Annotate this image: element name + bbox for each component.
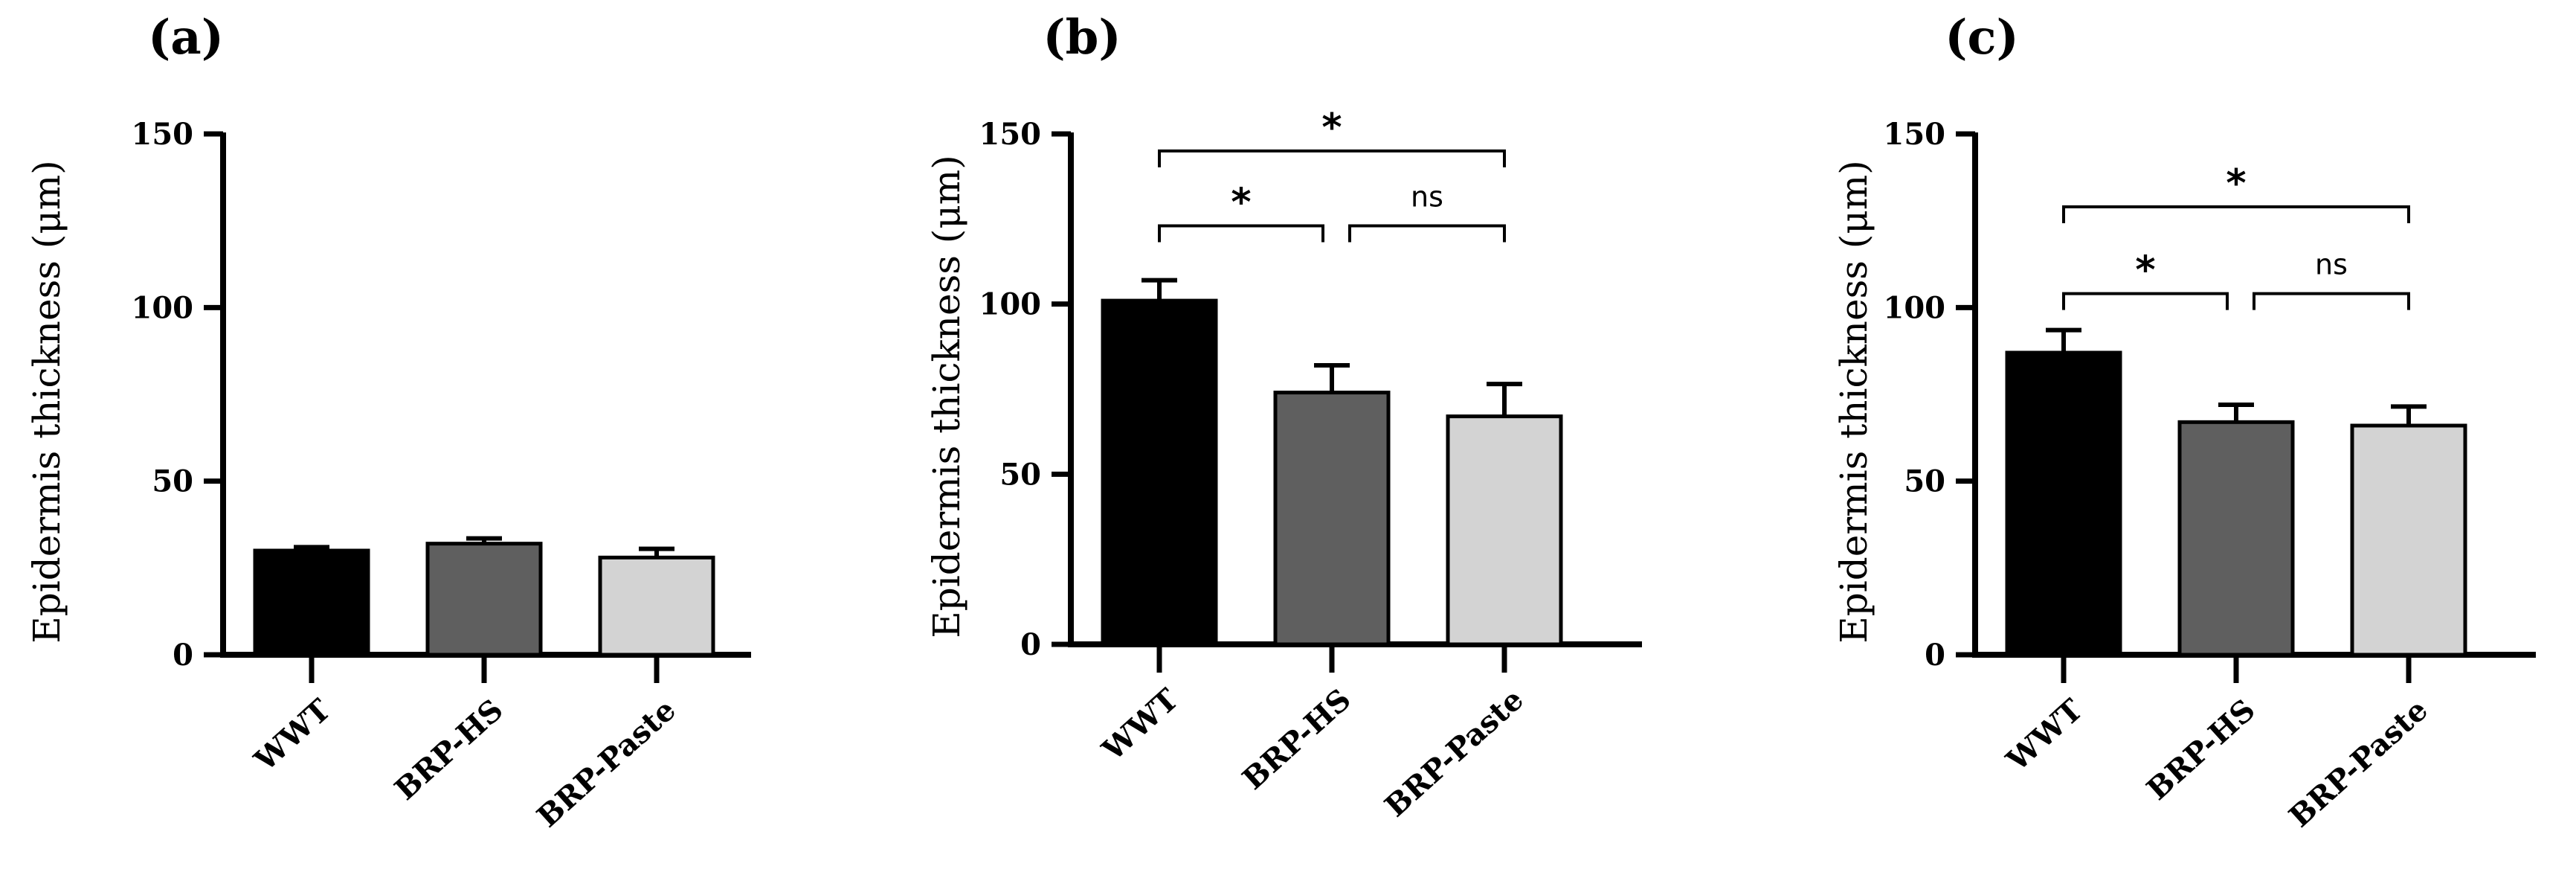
x-tick-label: BRP-HS bbox=[388, 693, 510, 807]
panel-b: (b) Epidermis thickness (μm) 0 50 100 150 WWT B… bbox=[925, 10, 1642, 824]
y-tick-label: 100 bbox=[979, 287, 1042, 322]
y-tick-label: 150 bbox=[1884, 117, 1946, 152]
significance-star: * bbox=[1231, 180, 1251, 225]
y-tick-label: 150 bbox=[979, 117, 1042, 152]
y-tick-label: 0 bbox=[1925, 638, 1945, 673]
x-tick-label: BRP-HS bbox=[1236, 682, 1358, 797]
significance-bracket bbox=[1158, 149, 1506, 167]
panel-label: (a) bbox=[148, 10, 224, 65]
x-tick-label: BRP-Paste bbox=[530, 693, 683, 835]
bar-brp-paste bbox=[598, 555, 715, 657]
bar-brp-paste bbox=[1446, 414, 1563, 647]
significance-bracket bbox=[1158, 224, 1324, 243]
x-tick-label: BRP-HS bbox=[2140, 693, 2262, 807]
significance-bracket bbox=[2062, 292, 2229, 310]
significance-star: * bbox=[2226, 161, 2246, 206]
panel-label: (b) bbox=[1043, 10, 1121, 65]
x-tick-label: WWT bbox=[2000, 692, 2090, 778]
y-tick-label: 0 bbox=[173, 638, 193, 673]
significance-ns: ns bbox=[1411, 180, 1443, 213]
y-tick-label: 100 bbox=[1884, 290, 1946, 325]
panel-a: (a) Epidermis thickness (μm) 0 50 100 150 WWT B… bbox=[25, 10, 751, 834]
panel-c: (c) Epidermis thickness (μm) 0 50 100 150 WWT B… bbox=[1832, 10, 2536, 834]
bar-wwt bbox=[2005, 350, 2122, 657]
x-tick-label: WWT bbox=[248, 692, 338, 778]
x-tick-label: BRP-Paste bbox=[2282, 693, 2435, 835]
x-tick-label: BRP-Paste bbox=[1378, 682, 1530, 824]
bar-brp-hs bbox=[2177, 420, 2295, 657]
bar-brp-hs bbox=[425, 542, 543, 657]
y-axis-label: Epidermis thickness (μm) bbox=[25, 160, 68, 643]
y-tick-label: 100 bbox=[132, 290, 194, 325]
significance-bracket bbox=[1348, 224, 1506, 243]
y-tick-label: 50 bbox=[152, 464, 193, 499]
significance-star: * bbox=[1321, 106, 1342, 150]
y-tick-label: 50 bbox=[1904, 464, 1945, 499]
y-tick-label: 0 bbox=[1020, 627, 1041, 662]
panel-label: (c) bbox=[1945, 10, 2019, 65]
bar-wwt bbox=[1101, 298, 1218, 647]
y-axis-label: Epidermis thickness (μm) bbox=[925, 155, 968, 638]
significance-star: * bbox=[2135, 249, 2155, 293]
x-tick-label: WWT bbox=[1095, 682, 1185, 768]
bar-wwt bbox=[253, 548, 370, 657]
y-tick-label: 150 bbox=[132, 117, 194, 152]
significance-bracket bbox=[2253, 292, 2410, 310]
bar-brp-paste bbox=[2350, 423, 2467, 657]
y-axis-label: Epidermis thickness (μm) bbox=[1832, 160, 1875, 643]
bar-brp-hs bbox=[1273, 391, 1391, 647]
significance-ns: ns bbox=[2315, 249, 2348, 281]
y-tick-label: 50 bbox=[999, 457, 1041, 492]
significance-bracket bbox=[2062, 205, 2410, 223]
